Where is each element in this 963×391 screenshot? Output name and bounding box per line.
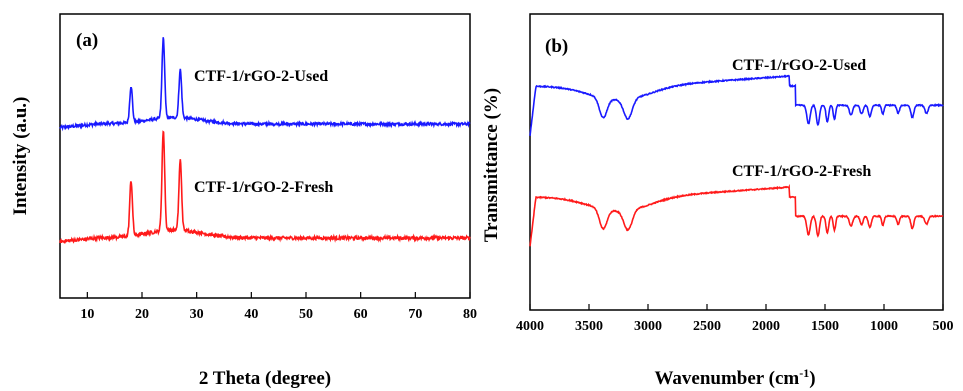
panel-b-xlabel-end: ) [809, 368, 815, 389]
panel-b-series [529, 74, 944, 247]
panel-b-series-line [529, 74, 944, 136]
panel-a-series-line [59, 37, 471, 132]
panel-b-x-tick-label: 1000 [870, 319, 898, 334]
panel-b-xlabel-sup: -1 [799, 366, 809, 380]
panel-b-label: (b) [545, 36, 568, 57]
panel-a-y-axis-title: Intensity (a.u.) [10, 97, 31, 216]
panel-a-x-tick-label: 70 [408, 307, 422, 322]
panel-b: 4000 3500 3000 2500 2000 1500 1000 500 (b) CTF-… [481, 13, 954, 389]
panel-a-series-label-used: CTF-1/rGO-2-Used [194, 68, 328, 85]
panel-a-x-tick-label: 60 [354, 307, 368, 322]
panel-a-x-tick-label: 50 [299, 307, 313, 322]
panel-a-label: (a) [76, 30, 98, 51]
panel-a-frame [59, 13, 471, 299]
panel-a-x-tick-label: 30 [190, 307, 204, 322]
panel-a-x-tick-label: 40 [244, 307, 258, 322]
panel-b-x-tick-label: 4000 [516, 319, 544, 334]
panel-b-y-axis-title: Transmittance (%) [481, 88, 502, 242]
panel-a-x-tick-label: 10 [80, 307, 94, 322]
panel-b-x-axis-title: Wavenumber (cm-1) [654, 366, 815, 389]
panel-b-frame [529, 13, 944, 311]
panel-b-series-label-fresh: CTF-1/rGO-2-Fresh [732, 163, 871, 180]
panel-a-x-tick-label: 20 [135, 307, 149, 322]
panel-a-series-line [59, 130, 471, 244]
panel-a-series-label-fresh: CTF-1/rGO-2-Fresh [194, 179, 333, 196]
panel-b-xlabel-main: Wavenumber (cm [654, 368, 799, 389]
panel-b-x-tick-label: 2000 [752, 319, 780, 334]
panel-b-series-line [529, 183, 944, 247]
panel-a-x-tick-label: 80 [463, 307, 477, 322]
panel-a: 10 20 30 40 50 60 70 80 (a) CTF-1/rGO-2-Used CT… [10, 13, 477, 389]
panel-b-x-tick-label: 1500 [811, 319, 839, 334]
panel-a-series [59, 37, 471, 244]
panel-b-x-ticks: 4000 3500 3000 2500 2000 1500 1000 500 [516, 304, 954, 334]
panel-a-x-ticks: 10 20 30 40 50 60 70 80 [80, 292, 477, 322]
panel-b-x-tick-label: 500 [933, 319, 954, 334]
panel-a-x-axis-title: 2 Theta (degree) [199, 368, 331, 389]
panel-b-series-label-used: CTF-1/rGO-2-Used [732, 57, 866, 74]
panel-b-x-tick-label: 3500 [575, 319, 603, 334]
panel-b-x-tick-label: 3000 [634, 319, 662, 334]
panel-b-x-tick-label: 2500 [693, 319, 721, 334]
